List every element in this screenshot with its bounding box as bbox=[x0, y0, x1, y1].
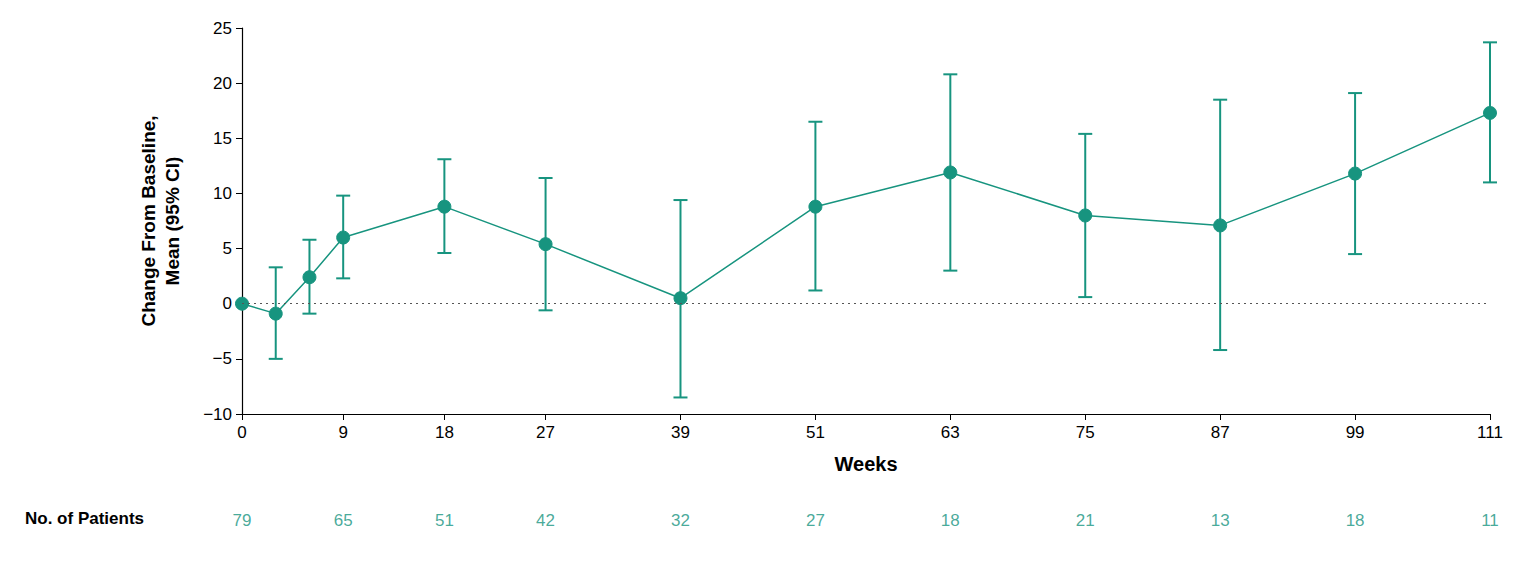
svg-text:111: 111 bbox=[1477, 423, 1503, 442]
svg-text:0: 0 bbox=[223, 294, 232, 313]
svg-text:42: 42 bbox=[536, 511, 555, 530]
svg-text:32: 32 bbox=[671, 511, 690, 530]
svg-text:65: 65 bbox=[334, 511, 353, 530]
svg-text:No. of Patients: No. of Patients bbox=[25, 509, 144, 528]
svg-text:−5: −5 bbox=[213, 349, 232, 368]
svg-text:Weeks: Weeks bbox=[834, 453, 897, 475]
svg-text:51: 51 bbox=[435, 511, 454, 530]
svg-text:63: 63 bbox=[941, 423, 960, 442]
svg-text:0: 0 bbox=[237, 423, 246, 442]
svg-text:10: 10 bbox=[213, 184, 232, 203]
svg-text:27: 27 bbox=[806, 511, 825, 530]
svg-text:20: 20 bbox=[213, 74, 232, 93]
svg-text:18: 18 bbox=[941, 511, 960, 530]
svg-text:51: 51 bbox=[806, 423, 825, 442]
svg-text:27: 27 bbox=[536, 423, 555, 442]
svg-text:39: 39 bbox=[671, 423, 690, 442]
svg-text:21: 21 bbox=[1076, 511, 1095, 530]
svg-text:15: 15 bbox=[213, 129, 232, 148]
svg-text:13: 13 bbox=[1211, 511, 1230, 530]
svg-text:79: 79 bbox=[233, 511, 252, 530]
svg-text:−10: −10 bbox=[203, 405, 232, 424]
svg-text:Mean (95% CI): Mean (95% CI) bbox=[162, 157, 183, 286]
svg-text:18: 18 bbox=[1346, 511, 1365, 530]
svg-text:87: 87 bbox=[1211, 423, 1230, 442]
svg-text:99: 99 bbox=[1346, 423, 1365, 442]
svg-text:Change From Baseline,: Change From Baseline, bbox=[138, 115, 159, 326]
svg-text:75: 75 bbox=[1076, 423, 1095, 442]
svg-text:11: 11 bbox=[1481, 511, 1499, 530]
svg-text:25: 25 bbox=[213, 19, 232, 38]
svg-text:9: 9 bbox=[338, 423, 347, 442]
svg-text:18: 18 bbox=[435, 423, 454, 442]
svg-text:5: 5 bbox=[223, 239, 232, 258]
